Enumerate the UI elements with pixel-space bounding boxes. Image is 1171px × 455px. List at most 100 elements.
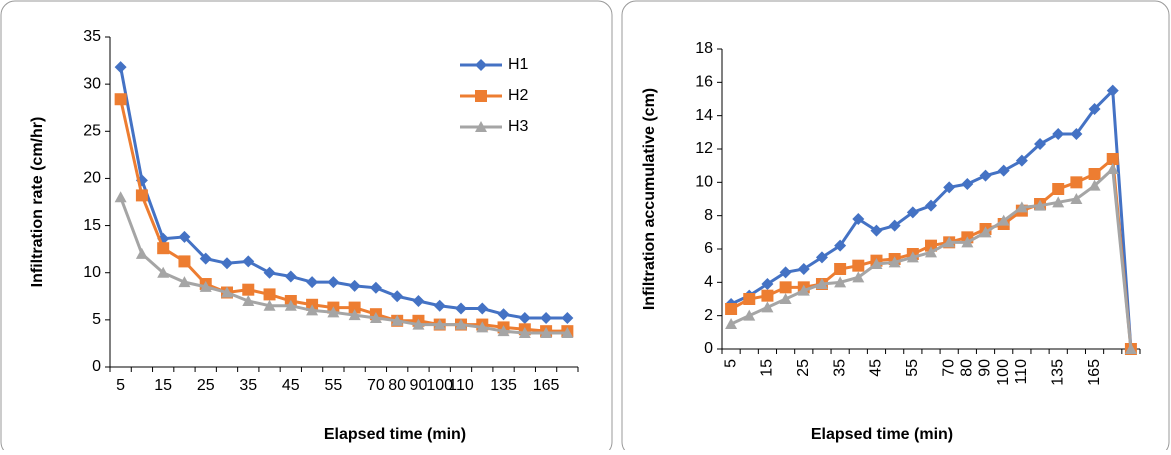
- marker: [348, 309, 361, 321]
- marker: [961, 178, 974, 190]
- y-tick-label: 15: [83, 217, 101, 234]
- series-line: [119, 196, 568, 335]
- marker: [263, 288, 276, 301]
- marker: [157, 242, 170, 255]
- marker: [455, 302, 467, 315]
- marker: [114, 61, 127, 74]
- marker: [743, 309, 756, 321]
- y-tick-label: 10: [695, 174, 713, 191]
- marker: [561, 311, 574, 324]
- marker: [997, 214, 1010, 226]
- y-tick-label: 14: [695, 107, 713, 124]
- marker: [242, 283, 255, 296]
- marker: [852, 213, 865, 225]
- marker: [135, 189, 148, 202]
- marker: [1052, 196, 1065, 208]
- x-tick-label: 15: [759, 359, 776, 377]
- marker: [1052, 183, 1065, 195]
- marker: [369, 311, 382, 323]
- marker: [925, 246, 937, 258]
- x-tick-label: 165: [533, 377, 560, 394]
- marker: [1106, 153, 1119, 165]
- x-tick-label: 70: [940, 359, 957, 377]
- marker: [979, 169, 992, 182]
- marker: [815, 251, 828, 264]
- marker: [961, 236, 974, 248]
- marker: [475, 90, 487, 102]
- marker: [199, 280, 212, 292]
- y-tick-label: 0: [92, 358, 101, 375]
- legend-label: H1: [508, 56, 529, 73]
- marker: [761, 278, 774, 290]
- marker: [433, 318, 446, 330]
- y-tick-label: 25: [83, 123, 101, 140]
- marker: [1088, 179, 1101, 191]
- x-tick-label: 55: [324, 377, 342, 394]
- marker: [761, 289, 774, 302]
- marker: [497, 325, 510, 337]
- marker: [263, 266, 276, 279]
- marker: [178, 255, 191, 268]
- marker: [114, 191, 127, 203]
- marker: [1034, 138, 1047, 150]
- x-tick-label: 70: [367, 377, 385, 394]
- marker: [476, 302, 489, 315]
- y-tick-label: 20: [83, 170, 101, 187]
- marker: [412, 318, 425, 330]
- y-tick-label: 5: [92, 311, 101, 328]
- y-tick-label: 0: [704, 340, 713, 357]
- legend-label: H3: [508, 118, 529, 135]
- x-axis-title: Elapsed time (min): [324, 426, 466, 443]
- x-tick-label: 45: [868, 359, 885, 377]
- marker: [1070, 176, 1083, 189]
- y-tick-label: 18: [695, 40, 713, 57]
- x-axis-title: Elapsed time (min): [811, 426, 953, 443]
- marker: [475, 121, 487, 132]
- marker: [1070, 193, 1083, 204]
- series-line: [730, 87, 1133, 350]
- marker: [221, 257, 233, 270]
- marker: [1015, 154, 1028, 167]
- marker: [797, 263, 810, 275]
- marker: [943, 236, 956, 248]
- marker: [797, 284, 810, 296]
- x-tick-label: 100: [426, 377, 453, 394]
- marker: [1034, 199, 1047, 211]
- marker: [369, 281, 382, 294]
- marker: [943, 181, 956, 194]
- marker: [1106, 163, 1119, 174]
- marker: [476, 321, 489, 333]
- marker: [852, 259, 865, 272]
- x-tick-label: 45: [282, 377, 300, 394]
- marker: [348, 279, 361, 292]
- marker: [779, 293, 792, 304]
- marker: [433, 299, 446, 312]
- marker: [888, 256, 901, 268]
- x-tick-label: 165: [1086, 359, 1103, 386]
- marker: [1124, 343, 1137, 354]
- marker: [327, 276, 340, 289]
- marker: [135, 247, 148, 259]
- marker: [157, 266, 170, 278]
- y-axis-title: Infiltration rate (cm/hr): [29, 117, 46, 288]
- series-line: [119, 98, 568, 333]
- x-tick-label: 80: [388, 377, 406, 394]
- x-tick-label: 90: [410, 377, 428, 394]
- marker: [1088, 168, 1101, 180]
- x-tick-label: 25: [197, 377, 215, 394]
- marker: [779, 281, 792, 294]
- panel: [621, 0, 1170, 455]
- marker: [455, 318, 467, 330]
- marker: [412, 295, 425, 307]
- marker: [997, 164, 1010, 177]
- marker: [475, 59, 487, 71]
- marker: [725, 318, 738, 329]
- x-tick-label: 90: [977, 359, 994, 377]
- y-tick-label: 8: [704, 207, 713, 224]
- marker: [870, 224, 883, 237]
- x-tick-label: 80: [959, 359, 976, 377]
- x-tick-label: 55: [904, 359, 921, 377]
- marker: [906, 251, 919, 263]
- x-tick-label: 110: [448, 377, 474, 394]
- marker: [925, 199, 937, 212]
